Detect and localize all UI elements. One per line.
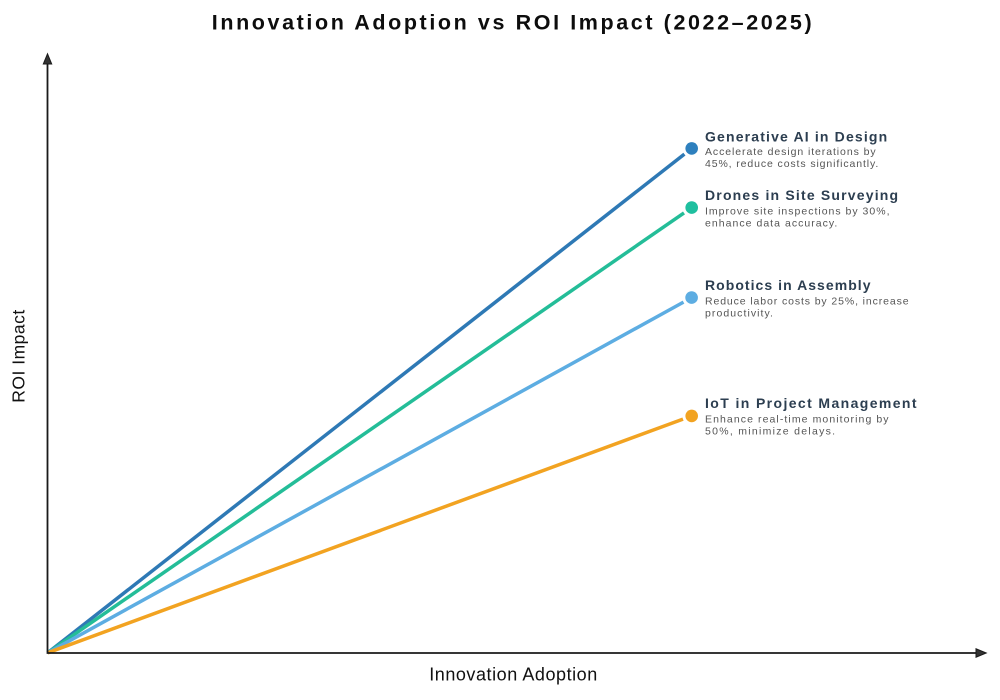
svg-text:Enhance real-time monitoring b: Enhance real-time monitoring by (705, 413, 890, 425)
svg-text:Robotics in Assembly: Robotics in Assembly (705, 277, 872, 293)
svg-text:Accelerate design iterations b: Accelerate design iterations by (705, 146, 877, 158)
svg-text:Reduce labor costs by 25%, inc: Reduce labor costs by 25%, increase (705, 295, 910, 307)
svg-text:enhance data accuracy.: enhance data accuracy. (705, 217, 838, 229)
svg-text:Drones in Site Surveying: Drones in Site Surveying (705, 187, 899, 203)
svg-text:Generative AI in Design: Generative AI in Design (705, 128, 888, 144)
svg-text:ROI Impact: ROI Impact (9, 309, 29, 403)
svg-text:50%, minimize delays.: 50%, minimize delays. (705, 426, 836, 438)
svg-text:45%, reduce costs significantl: 45%, reduce costs significantly. (705, 158, 879, 170)
svg-text:IoT in Project Management: IoT in Project Management (705, 395, 918, 411)
svg-text:Innovation Adoption: Innovation Adoption (429, 664, 598, 684)
svg-text:Innovation Adoption vs ROI Imp: Innovation Adoption vs ROI Impact (2022–… (212, 11, 814, 35)
svg-text:productivity.: productivity. (705, 307, 774, 319)
svg-text:Improve site inspections by 30: Improve site inspections by 30%, (705, 205, 891, 217)
